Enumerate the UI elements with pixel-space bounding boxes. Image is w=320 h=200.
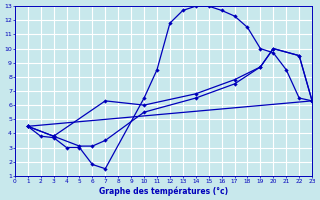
X-axis label: Graphe des températures (°c): Graphe des températures (°c) <box>99 186 228 196</box>
